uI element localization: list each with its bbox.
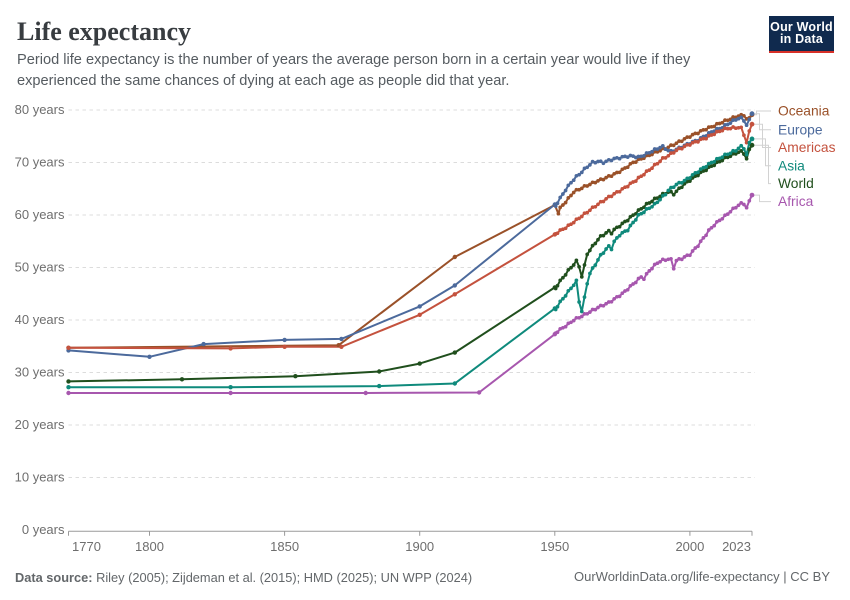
svg-text:50 years: 50 years xyxy=(15,260,65,275)
svg-text:10 years: 10 years xyxy=(15,470,65,485)
svg-text:70 years: 70 years xyxy=(15,155,65,170)
svg-text:40 years: 40 years xyxy=(15,312,65,327)
svg-text:1800: 1800 xyxy=(135,539,164,554)
svg-text:1950: 1950 xyxy=(540,539,569,554)
svg-text:World: World xyxy=(778,176,814,191)
svg-text:Asia: Asia xyxy=(778,158,805,173)
svg-text:80 years: 80 years xyxy=(15,102,65,117)
svg-text:Americas: Americas xyxy=(778,140,836,155)
svg-text:1770: 1770 xyxy=(72,539,101,554)
svg-text:30 years: 30 years xyxy=(15,365,65,380)
svg-text:1900: 1900 xyxy=(405,539,434,554)
svg-text:0 years: 0 years xyxy=(22,522,65,537)
svg-text:Oceania: Oceania xyxy=(778,104,830,119)
svg-text:20 years: 20 years xyxy=(15,417,65,432)
svg-text:60 years: 60 years xyxy=(15,207,65,222)
svg-text:1850: 1850 xyxy=(270,539,299,554)
svg-text:2023: 2023 xyxy=(722,539,751,554)
svg-text:Europe: Europe xyxy=(778,122,823,137)
svg-text:Africa: Africa xyxy=(778,194,814,209)
svg-text:2000: 2000 xyxy=(675,539,704,554)
